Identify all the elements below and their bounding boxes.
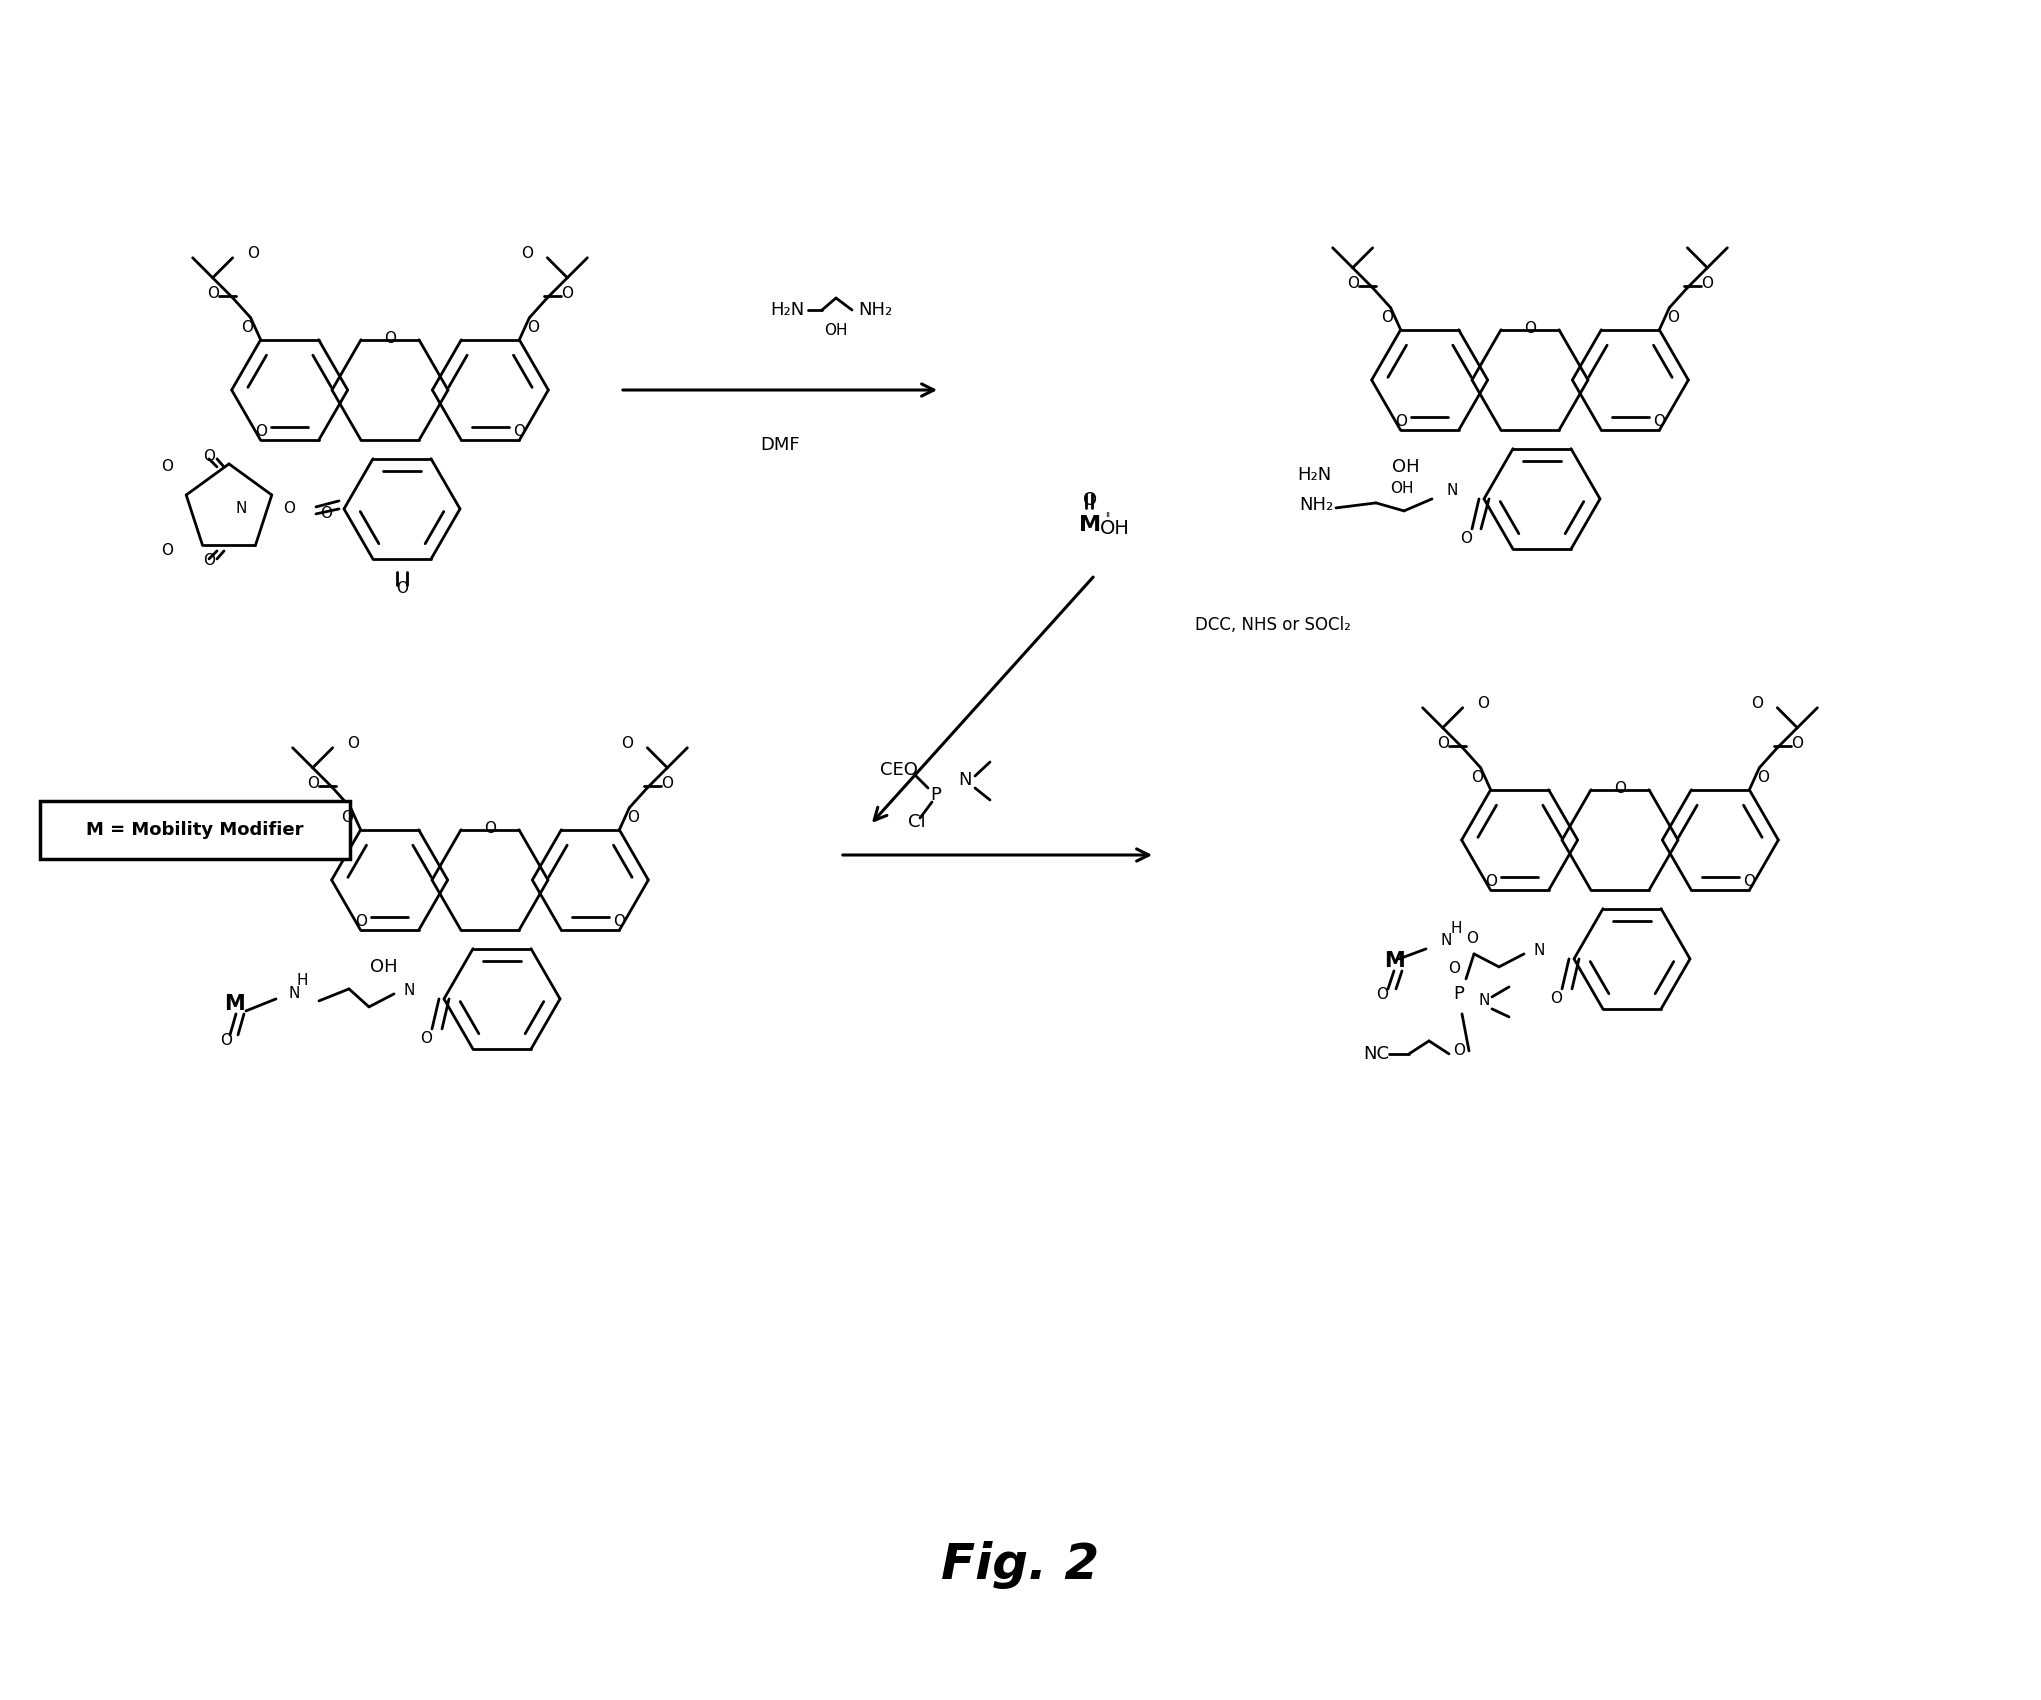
Text: O: O xyxy=(202,449,214,464)
Text: NC: NC xyxy=(1363,1046,1390,1062)
Text: N: N xyxy=(1533,944,1545,959)
Text: O: O xyxy=(161,544,173,558)
Text: O: O xyxy=(1084,491,1098,508)
Text: O: O xyxy=(1472,770,1482,785)
Text: O: O xyxy=(161,459,173,474)
Text: O: O xyxy=(420,1032,433,1047)
Text: CEO: CEO xyxy=(880,762,918,779)
Text: O: O xyxy=(1376,988,1388,1003)
Text: O: O xyxy=(1525,321,1537,337)
Text: M = Mobility Modifier: M = Mobility Modifier xyxy=(86,821,304,840)
Text: O: O xyxy=(1476,697,1488,711)
Text: O: O xyxy=(255,425,267,439)
Text: O: O xyxy=(1757,770,1770,785)
Text: OH: OH xyxy=(825,323,847,338)
Text: N: N xyxy=(1441,933,1451,949)
Text: H₂N: H₂N xyxy=(1296,466,1331,484)
Text: O: O xyxy=(1614,782,1627,797)
Text: O: O xyxy=(514,425,525,439)
Text: P: P xyxy=(931,785,941,804)
Text: OH: OH xyxy=(369,957,398,976)
Text: N: N xyxy=(1447,483,1457,498)
Text: O: O xyxy=(202,554,214,568)
Text: O: O xyxy=(1380,311,1392,325)
Text: DMF: DMF xyxy=(759,435,800,454)
Text: ᴵᴵ: ᴵᴵ xyxy=(1106,512,1110,525)
Text: O: O xyxy=(220,1034,233,1049)
Bar xyxy=(41,801,349,858)
Text: O: O xyxy=(520,246,533,262)
Text: H: H xyxy=(1451,921,1461,937)
Text: O: O xyxy=(561,286,574,301)
Text: N: N xyxy=(235,502,247,517)
Text: M: M xyxy=(1080,515,1100,536)
Text: O: O xyxy=(1459,532,1472,546)
Text: O: O xyxy=(306,777,318,790)
Text: O: O xyxy=(627,811,639,824)
Text: O: O xyxy=(1453,1044,1465,1059)
Text: N: N xyxy=(288,986,300,1001)
Text: O: O xyxy=(620,736,633,751)
Text: O: O xyxy=(1653,415,1665,430)
Text: O: O xyxy=(1347,277,1359,291)
Text: N: N xyxy=(1478,993,1490,1008)
Text: N: N xyxy=(959,772,972,789)
Text: OH: OH xyxy=(1392,457,1421,476)
Text: O: O xyxy=(484,821,496,836)
Text: O: O xyxy=(1465,932,1478,947)
Text: O: O xyxy=(206,286,218,301)
Text: O: O xyxy=(1743,874,1755,889)
Text: O: O xyxy=(347,736,359,751)
Text: O: O xyxy=(527,320,539,335)
Text: O: O xyxy=(614,915,625,930)
Text: P: P xyxy=(1453,984,1465,1003)
Text: O: O xyxy=(1484,874,1496,889)
Text: Cl: Cl xyxy=(908,813,927,831)
Text: Fig. 2: Fig. 2 xyxy=(941,1540,1098,1590)
Text: O: O xyxy=(355,915,367,930)
Text: O: O xyxy=(341,811,353,824)
Text: O: O xyxy=(661,777,674,790)
Text: O: O xyxy=(284,502,296,517)
Text: O: O xyxy=(1702,277,1712,291)
Text: NH₂: NH₂ xyxy=(1298,496,1333,513)
Text: H₂N: H₂N xyxy=(769,301,804,320)
Text: N: N xyxy=(404,983,414,998)
Text: O: O xyxy=(1792,736,1804,751)
Text: OH: OH xyxy=(1390,481,1414,496)
Text: O: O xyxy=(320,507,333,522)
Text: O: O xyxy=(1667,311,1680,325)
Text: M: M xyxy=(1384,950,1404,971)
Text: O: O xyxy=(396,581,408,597)
Text: DCC, NHS or SOCl₂: DCC, NHS or SOCl₂ xyxy=(1194,615,1351,634)
Text: O: O xyxy=(384,332,396,347)
Text: M: M xyxy=(225,994,245,1013)
Text: O: O xyxy=(1751,697,1763,711)
Text: O: O xyxy=(1394,415,1406,430)
Text: H: H xyxy=(296,974,308,988)
Text: O: O xyxy=(1549,991,1561,1006)
Text: O: O xyxy=(247,246,259,262)
Text: OH: OH xyxy=(1100,518,1131,537)
Text: O: O xyxy=(1437,736,1449,751)
Text: O: O xyxy=(1447,962,1459,976)
Text: NH₂: NH₂ xyxy=(857,301,892,320)
Text: O: O xyxy=(241,320,253,335)
